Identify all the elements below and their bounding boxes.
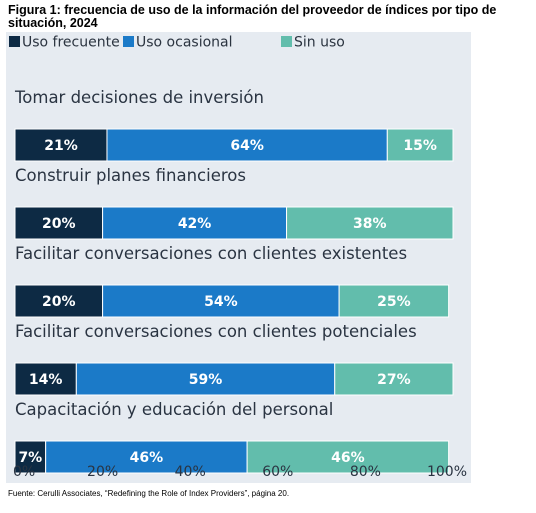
figure-title: Figura 1: frecuencia de uso de la inform… [8, 3, 497, 30]
bar-segment [286, 206, 454, 240]
x-tick-label: 40% [175, 464, 206, 480]
bar-segment [14, 362, 77, 396]
bar-segment [14, 284, 104, 318]
bar-segment [106, 128, 388, 162]
bar-value-label: 64% [230, 138, 264, 154]
legend-swatch [9, 36, 20, 47]
bar-segment [14, 440, 47, 474]
x-tick-label: 60% [262, 464, 293, 480]
bar-value-label: 42% [178, 216, 212, 232]
bar-value-label: 20% [42, 294, 76, 310]
bar-segment [102, 206, 288, 240]
bar-value-label: 38% [353, 216, 387, 232]
bar-segment [338, 284, 450, 318]
legend-swatch [123, 36, 134, 47]
bar-segment [45, 440, 248, 474]
bar-value-label: 20% [42, 216, 76, 232]
legend-swatch [281, 36, 292, 47]
bar-value-label: 59% [189, 372, 223, 388]
bar-value-label: 14% [29, 372, 63, 388]
category-label: Facilitar conversaciones con clientes po… [15, 322, 417, 341]
category-label: Capacitación y educación del personal [15, 400, 333, 419]
legend-label: Uso frecuente [22, 35, 120, 51]
category-label: Facilitar conversaciones con clientes ex… [15, 244, 407, 263]
bar-value-label: 54% [204, 294, 238, 310]
bar-value-label: 27% [377, 372, 411, 388]
bar-segment [14, 128, 108, 162]
bar-segment [386, 128, 454, 162]
x-tick-label: 0% [13, 464, 35, 480]
category-label: Construir planes financieros [15, 166, 246, 185]
legend-label: Uso ocasional [136, 35, 233, 51]
category-label: Tomar decisiones de inversión [14, 88, 264, 107]
legend-label: Sin uso [294, 35, 345, 51]
x-tick-label: 100% [427, 464, 467, 480]
x-tick-label: 80% [350, 464, 381, 480]
source-note: Fuente: Cerulli Associates, “Redefining … [8, 489, 290, 498]
bar-segment [102, 284, 340, 318]
bar-segment [246, 440, 450, 474]
bar-value-label: 7% [18, 450, 42, 466]
bar-value-label: 46% [130, 450, 164, 466]
chart-panel: Uso frecuente Uso ocasional Sin uso Tomar d… [6, 32, 471, 483]
bar-value-label: 46% [331, 450, 365, 466]
bar-value-label: 15% [403, 138, 437, 154]
stacked-bar-chart: Uso frecuente Uso ocasional Sin uso Tomar d… [9, 35, 467, 480]
x-tick-label: 20% [87, 464, 118, 480]
bar-segment [334, 362, 454, 396]
bar-value-label: 25% [377, 294, 411, 310]
bar-value-label: 21% [44, 138, 78, 154]
